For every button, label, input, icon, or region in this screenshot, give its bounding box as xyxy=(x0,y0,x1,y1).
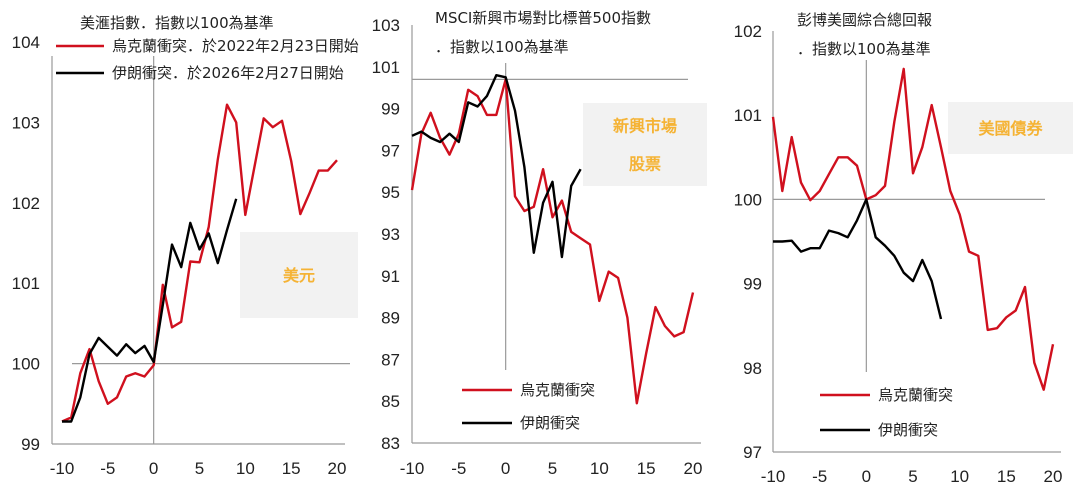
bond-y-tick-label: 101 xyxy=(734,106,762,125)
bond-y-tick-label: 100 xyxy=(734,190,762,209)
usd-y-tick-label: 104 xyxy=(12,33,40,52)
usd-y-tick-label: 100 xyxy=(12,355,40,374)
usd-annotation-label: 美元 xyxy=(283,266,315,285)
usd-x-tick-label: 20 xyxy=(328,459,347,478)
msci-series-iran xyxy=(411,73,582,259)
usd-title-line: 美滙指數．指數以100為基準 xyxy=(80,14,274,32)
bond-x-tick-label: -10 xyxy=(761,467,786,486)
bond-x-tick-label: 5 xyxy=(908,467,917,486)
usd-y-tick-label: 99 xyxy=(21,435,40,454)
msci-x-tick-label: 0 xyxy=(501,459,510,478)
msci-legend-label: 烏克蘭衝突 xyxy=(520,381,595,399)
usd-x-tick-label: 0 xyxy=(149,459,158,478)
bond-y-tick-label: 99 xyxy=(743,275,762,294)
usd-series-iran xyxy=(62,198,238,423)
usd-x-tick-label: -10 xyxy=(50,459,75,478)
bond-x-tick-label: -5 xyxy=(812,467,827,486)
bond-title-line: ．指數以100為基準 xyxy=(797,40,931,58)
msci-y-tick-label: 103 xyxy=(372,16,400,35)
bond-series-iran xyxy=(773,198,943,320)
msci-y-tick-label: 85 xyxy=(381,392,400,411)
usd-y-tick-label: 101 xyxy=(12,274,40,293)
usd-x-tick-label: -5 xyxy=(100,459,115,478)
usd-y-tick-label: 102 xyxy=(12,194,40,213)
msci-y-tick-label: 93 xyxy=(381,225,400,244)
msci-y-tick-label: 89 xyxy=(381,309,400,328)
msci-title-line: ．指數以100為基準 xyxy=(435,38,569,56)
usd-legend-label: 烏克蘭衝突．於2022年2月23日開始 xyxy=(112,37,359,55)
bond-legend-label: 烏克蘭衝突 xyxy=(878,386,953,404)
msci-y-tick-label: 99 xyxy=(381,100,400,119)
bond-y-tick-label: 98 xyxy=(743,359,762,378)
usd-y-tick-label: 103 xyxy=(12,113,40,132)
usd-legend-label: 伊朗衝突．於2026年2月27日開始 xyxy=(112,64,344,82)
bond-title-line: 彭博美國綜合總回報 xyxy=(797,11,932,29)
msci-y-tick-label: 97 xyxy=(381,141,400,160)
msci-y-tick-label: 87 xyxy=(381,350,400,369)
usd-x-tick-label: 10 xyxy=(236,459,255,478)
bond-legend-label: 伊朗衝突 xyxy=(878,421,938,439)
msci-y-tick-label: 83 xyxy=(381,434,400,453)
usd-x-tick-label: 15 xyxy=(282,459,301,478)
msci-x-tick-label: 15 xyxy=(637,459,656,478)
bond-x-tick-label: 0 xyxy=(862,467,871,486)
msci-series-ukraine xyxy=(410,78,695,405)
bond-annotation-label: 美國債券 xyxy=(978,119,1043,138)
msci-title-line: MSCI新興市場對比標普500指數 xyxy=(435,9,651,27)
bond-y-tick-label: 97 xyxy=(743,443,762,462)
msci-x-tick-label: 20 xyxy=(684,459,703,478)
bond-x-tick-label: 10 xyxy=(950,467,969,486)
msci-annotation-label: 股票 xyxy=(629,155,661,174)
msci-y-tick-label: 101 xyxy=(372,58,400,77)
msci-x-tick-label: 5 xyxy=(548,459,557,478)
bond-x-tick-label: 15 xyxy=(997,467,1016,486)
msci-annotation-label: 新興市場 xyxy=(613,117,677,136)
msci-x-tick-label: -5 xyxy=(451,459,466,478)
bond-annotation-box xyxy=(948,102,1073,154)
msci-annotation-box xyxy=(583,103,707,186)
msci-x-tick-label: -10 xyxy=(400,459,425,478)
msci-y-tick-label: 91 xyxy=(381,267,400,286)
bond-x-tick-label: 20 xyxy=(1044,467,1063,486)
bond-series-ukraine xyxy=(771,67,1055,391)
msci-y-tick-label: 95 xyxy=(381,183,400,202)
usd-x-tick-label: 5 xyxy=(195,459,204,478)
msci-legend-label: 伊朗衝突 xyxy=(520,414,580,432)
bond-y-tick-label: 102 xyxy=(734,22,762,41)
usd-annotation-box xyxy=(240,232,358,318)
msci-x-tick-label: 10 xyxy=(590,459,609,478)
usd-series-ukraine xyxy=(61,103,338,423)
